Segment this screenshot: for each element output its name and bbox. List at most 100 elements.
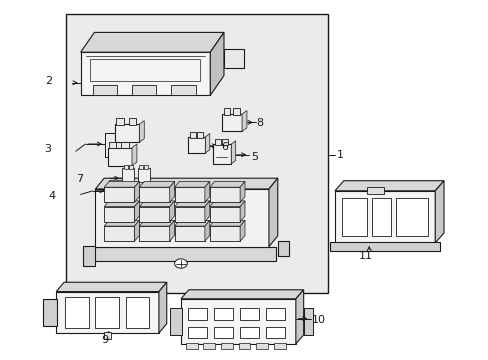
Bar xyxy=(265,327,284,338)
Bar xyxy=(233,108,239,115)
Polygon shape xyxy=(104,201,139,207)
Polygon shape xyxy=(134,181,139,202)
Text: 2: 2 xyxy=(45,76,52,86)
Text: 1: 1 xyxy=(336,150,343,160)
Bar xyxy=(104,226,134,241)
Bar xyxy=(107,184,123,196)
Bar xyxy=(209,187,240,202)
Bar xyxy=(88,247,276,261)
Bar xyxy=(122,168,134,182)
Bar xyxy=(188,327,206,338)
Polygon shape xyxy=(434,181,443,243)
Polygon shape xyxy=(231,141,235,164)
Polygon shape xyxy=(268,178,277,247)
Bar xyxy=(103,332,111,339)
Bar xyxy=(132,85,156,95)
Polygon shape xyxy=(104,181,139,187)
Bar xyxy=(240,327,258,338)
Polygon shape xyxy=(210,32,224,95)
Polygon shape xyxy=(240,181,244,202)
Bar xyxy=(371,198,390,236)
Polygon shape xyxy=(181,290,303,299)
Polygon shape xyxy=(204,220,209,241)
Bar xyxy=(104,187,134,202)
Bar xyxy=(128,165,132,169)
Bar xyxy=(109,142,116,148)
Polygon shape xyxy=(134,201,139,222)
Bar xyxy=(128,118,136,125)
Polygon shape xyxy=(174,181,209,187)
Text: 7: 7 xyxy=(76,174,83,184)
Bar xyxy=(95,189,268,247)
Polygon shape xyxy=(139,121,144,142)
Bar xyxy=(115,124,139,142)
Bar xyxy=(222,114,242,131)
Polygon shape xyxy=(169,220,174,241)
Polygon shape xyxy=(159,282,166,333)
Bar xyxy=(334,191,434,243)
Polygon shape xyxy=(240,220,244,241)
Bar xyxy=(109,180,114,185)
Bar xyxy=(197,132,203,138)
Bar xyxy=(116,118,123,125)
Bar xyxy=(139,165,143,169)
Polygon shape xyxy=(134,220,139,241)
Bar xyxy=(138,168,149,182)
Bar xyxy=(188,308,206,320)
Bar xyxy=(83,246,95,266)
Polygon shape xyxy=(174,220,209,226)
Bar xyxy=(90,59,200,81)
Bar xyxy=(93,85,117,95)
Bar xyxy=(139,207,169,222)
Bar xyxy=(240,308,258,320)
Polygon shape xyxy=(95,178,277,189)
Bar xyxy=(214,139,220,145)
Bar xyxy=(139,226,169,241)
Polygon shape xyxy=(334,181,443,191)
Bar xyxy=(224,49,243,68)
Bar xyxy=(104,207,134,222)
Text: 11: 11 xyxy=(358,251,372,261)
Text: 5: 5 xyxy=(250,152,257,162)
Bar xyxy=(221,343,232,349)
Bar xyxy=(56,292,159,333)
Bar xyxy=(185,343,197,349)
Text: 9: 9 xyxy=(102,335,108,345)
Polygon shape xyxy=(242,111,246,131)
Polygon shape xyxy=(209,220,244,226)
Text: 3: 3 xyxy=(44,144,51,154)
Polygon shape xyxy=(240,201,244,222)
Polygon shape xyxy=(209,201,244,207)
Polygon shape xyxy=(56,282,166,292)
Polygon shape xyxy=(139,201,174,207)
Polygon shape xyxy=(169,201,174,222)
Bar xyxy=(395,198,427,236)
Bar xyxy=(139,187,169,202)
Bar xyxy=(189,132,195,138)
Bar xyxy=(95,297,119,328)
Bar xyxy=(116,180,121,185)
Bar xyxy=(125,297,149,328)
Text: 6: 6 xyxy=(221,142,227,152)
Polygon shape xyxy=(169,181,174,202)
Bar xyxy=(224,108,230,115)
Polygon shape xyxy=(81,32,224,52)
Bar xyxy=(214,308,232,320)
Bar xyxy=(171,85,195,95)
Polygon shape xyxy=(139,181,174,187)
Bar xyxy=(107,148,132,166)
Polygon shape xyxy=(205,134,209,153)
Bar xyxy=(277,241,288,256)
Bar xyxy=(209,226,240,241)
Bar xyxy=(181,299,295,344)
Polygon shape xyxy=(174,201,209,207)
Bar xyxy=(121,142,128,148)
Polygon shape xyxy=(204,181,209,202)
Polygon shape xyxy=(295,290,303,344)
Bar xyxy=(123,165,127,169)
Bar xyxy=(366,187,383,194)
Bar xyxy=(174,226,204,241)
Bar xyxy=(238,343,250,349)
Polygon shape xyxy=(139,220,174,226)
Polygon shape xyxy=(132,144,137,166)
